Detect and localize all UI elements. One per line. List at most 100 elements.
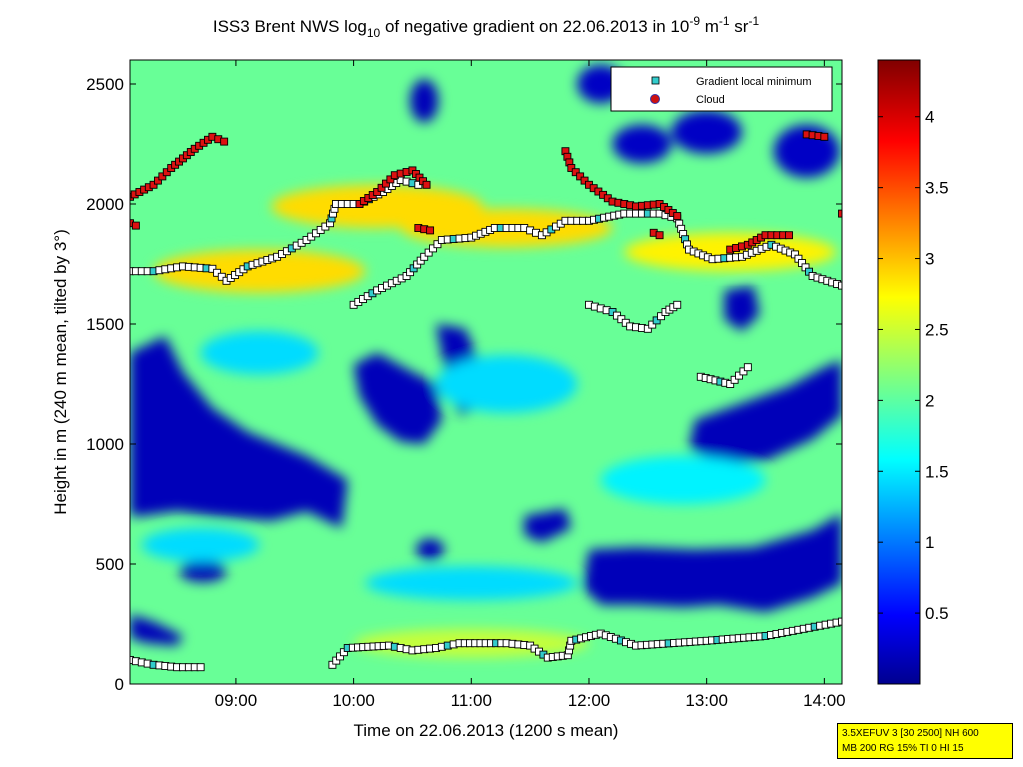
minimum-marker (420, 252, 429, 261)
cloud-marker (785, 231, 793, 240)
field-region-4 (583, 513, 842, 612)
minimum-marker (429, 244, 437, 253)
colorbar-tick-label: 1.5 (925, 462, 949, 481)
cloud-marker (655, 231, 664, 240)
field-region-9 (415, 538, 445, 561)
colorbar-tick-label: 4 (925, 108, 934, 127)
field-region-6 (724, 285, 760, 332)
cloud-marker (382, 179, 390, 188)
minimum-marker (217, 272, 226, 281)
cloud-marker (820, 132, 829, 141)
x-tick-label: 12:00 (568, 691, 611, 710)
plot-frame (129, 59, 843, 685)
colorbar-tick-label: 2.5 (925, 320, 949, 339)
minimum-marker (735, 371, 743, 380)
chart-title: ISS3 Brent NWS log10 of negative gradien… (213, 14, 760, 40)
cloud-marker (673, 212, 682, 220)
legend-box (610, 66, 833, 112)
colorbar-tick-label: 1 (925, 533, 934, 552)
minimum-marker (730, 375, 739, 384)
settings-stamp: 3.5XEFUV 3 [30 2500] NH 600 MB 200 RG 15… (837, 723, 1013, 759)
minimum-marker (648, 320, 657, 329)
y-tick-label: 500 (96, 555, 124, 574)
cloud-marker (154, 176, 162, 185)
cloud-marker (838, 209, 842, 218)
colorbar: 0.5 1 1.5 2 2.5 3 3.5 4 (877, 59, 949, 685)
cloud-marker (576, 172, 585, 181)
legend-marker-minimum (651, 76, 660, 85)
markers (130, 130, 842, 672)
x-tick-label: 13:00 (685, 691, 728, 710)
stamp-line-1: 3.5XEFUV 3 [30 2500] NH 600 (842, 728, 979, 739)
field-region-10 (410, 79, 439, 123)
minimum-marker (208, 264, 217, 273)
minimum-marker (213, 268, 222, 277)
y-axis: 0 500 1000 1500 2000 2500 (86, 75, 842, 694)
y-tick-label: 1500 (86, 315, 124, 334)
minimum-marker (739, 367, 748, 376)
cloud-marker (422, 180, 431, 189)
stamp-line-2: MB 200 RG 15% TI 0 HI 15 (842, 743, 964, 754)
minimum-marker (643, 324, 652, 333)
colorbar-tick-label: 3 (925, 250, 934, 269)
field-region-24 (600, 456, 766, 504)
y-axis-label: Height in m (240 m mean, tilted by 3°) (51, 229, 70, 515)
minimum-marker (196, 663, 205, 672)
cloud-marker (149, 180, 158, 189)
field-region-20 (200, 331, 319, 375)
x-tick-label: 09:00 (215, 691, 258, 710)
minimum-marker (838, 281, 842, 290)
field-region-21 (435, 355, 578, 413)
x-tick-label: 14:00 (803, 691, 846, 710)
cloud-marker (373, 188, 382, 196)
field-region-7 (130, 614, 183, 646)
cloud-marker (426, 226, 435, 235)
field-region-12 (671, 110, 742, 154)
cloud-marker (386, 175, 395, 184)
field-region-8 (179, 560, 227, 582)
x-axis-label: Time on 22.06.2013 (1200 s mean) (354, 721, 619, 740)
cloud-marker (162, 168, 171, 177)
minimum-marker (838, 617, 842, 626)
field-region-23 (365, 566, 578, 600)
cloud-marker (377, 183, 386, 192)
legend: Gradient local minimum Cloud (610, 66, 833, 112)
legend-marker-cloud (650, 94, 660, 104)
minimum-marker (743, 363, 752, 372)
cloud-marker (580, 176, 589, 185)
colorbar-tick-label: 3.5 (925, 179, 949, 198)
colorbar-ticks: 0.5 1 1.5 2 2.5 3 3.5 4 (878, 108, 949, 623)
cloud-marker (131, 221, 140, 230)
y-tick-label: 0 (115, 675, 124, 694)
minimum-marker (657, 312, 666, 321)
minimum-marker (433, 240, 442, 249)
colorbar-gradient (877, 59, 921, 685)
field-region-15 (153, 249, 366, 293)
colorbar-tick-label: 2 (925, 391, 934, 410)
cloud-marker (220, 137, 229, 146)
x-tick-label: 11:00 (451, 691, 492, 710)
minimum-marker (652, 316, 661, 325)
minimum-marker (726, 380, 735, 388)
field-region-0 (130, 336, 348, 528)
field-region-3 (524, 508, 572, 543)
field-region-1 (353, 352, 442, 444)
field-region-22 (141, 528, 260, 562)
legend-label-minimum: Gradient local minimum (696, 76, 812, 88)
x-tick-label: 10:00 (332, 691, 375, 710)
cloud-marker (567, 164, 576, 172)
y-tick-label: 2000 (86, 195, 124, 214)
field-region-14 (612, 124, 672, 164)
cloud-marker (571, 168, 580, 177)
colorbar-tick-label: 0.5 (925, 604, 949, 623)
cloud-marker (158, 172, 167, 181)
heatmap (130, 60, 842, 684)
minimum-marker (673, 300, 682, 309)
legend-label-cloud: Cloud (696, 94, 725, 106)
field-region-5 (689, 360, 842, 464)
y-tick-label: 1000 (86, 435, 124, 454)
x-axis: 09:00 10:00 11:00 12:00 13:00 14:00 (215, 60, 846, 710)
y-tick-label: 2500 (86, 75, 124, 94)
minimum-marker (424, 248, 433, 257)
